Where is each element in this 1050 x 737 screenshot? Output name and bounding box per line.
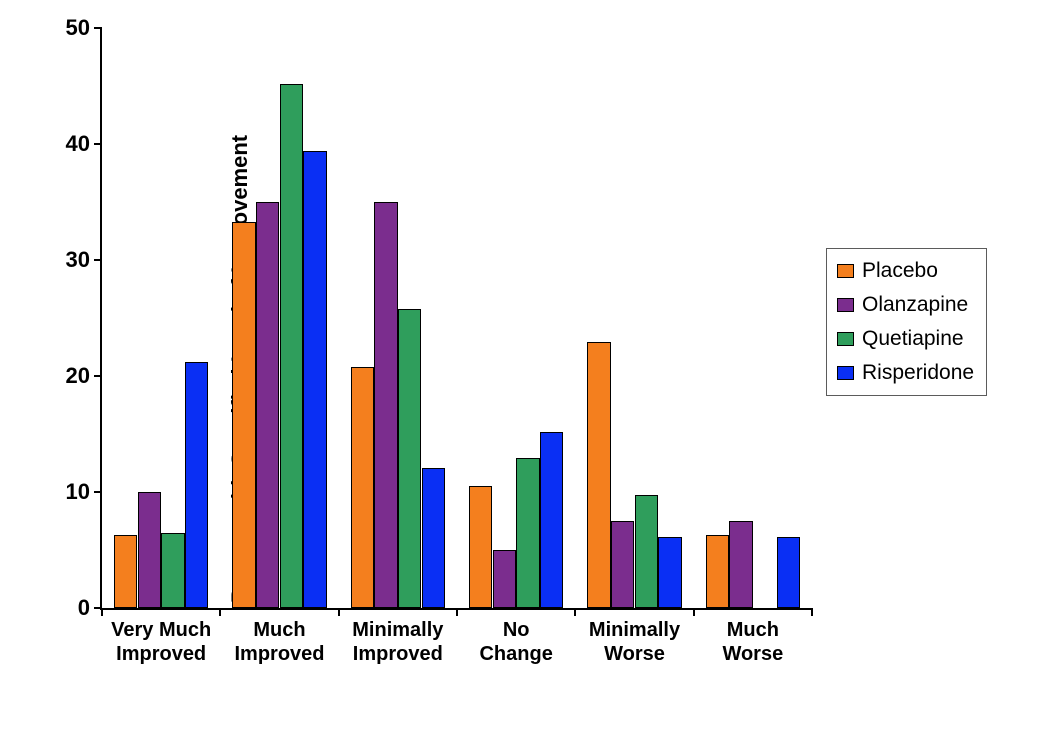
y-tick xyxy=(94,259,102,261)
y-tick-label: 50 xyxy=(66,15,90,41)
x-tick xyxy=(811,608,813,616)
bar xyxy=(161,533,185,608)
bar xyxy=(114,535,138,608)
bar xyxy=(303,151,327,608)
bar xyxy=(469,486,493,608)
y-tick xyxy=(94,27,102,29)
legend-label: Olanzapine xyxy=(854,293,968,317)
legend: Placebo Olanzapine Quetiapine Risperidone xyxy=(826,248,987,396)
y-tick-label: 0 xyxy=(78,595,90,621)
legend-swatch xyxy=(837,332,854,346)
bar xyxy=(706,535,730,608)
x-tick xyxy=(338,608,340,616)
legend-swatch xyxy=(837,298,854,312)
x-category-label: Minimally Improved xyxy=(352,618,443,666)
legend-label: Risperidone xyxy=(854,361,974,385)
bar xyxy=(422,468,446,608)
bar xyxy=(516,458,540,608)
y-tick xyxy=(94,491,102,493)
bar xyxy=(658,537,682,608)
y-tick xyxy=(94,375,102,377)
bar xyxy=(729,521,753,608)
x-tick xyxy=(693,608,695,616)
bar xyxy=(777,537,801,608)
bar xyxy=(611,521,635,608)
legend-label: Quetiapine xyxy=(854,327,964,351)
bar xyxy=(374,202,398,608)
y-tick-label: 40 xyxy=(66,131,90,157)
x-category-label: Minimally Worse xyxy=(589,618,680,666)
legend-swatch xyxy=(837,366,854,380)
bar xyxy=(280,84,304,608)
x-category-label: Much Worse xyxy=(722,618,783,666)
legend-row: Placebo xyxy=(837,259,974,283)
bar xyxy=(493,550,517,608)
x-tick xyxy=(574,608,576,616)
legend-row: Quetiapine xyxy=(837,327,974,351)
x-category-label: No Change xyxy=(479,618,552,666)
legend-row: Risperidone xyxy=(837,361,974,385)
legend-swatch xyxy=(837,264,854,278)
y-tick-label: 30 xyxy=(66,247,90,273)
legend-row: Olanzapine xyxy=(837,293,974,317)
x-tick xyxy=(219,608,221,616)
y-tick-label: 20 xyxy=(66,363,90,389)
x-tick xyxy=(101,608,103,616)
x-category-label: Very Much Improved xyxy=(111,618,211,666)
bar xyxy=(635,495,659,608)
bar xyxy=(351,367,375,608)
chart-stage: Percent with Specified Level of Improvem… xyxy=(0,0,1050,737)
y-tick-label: 10 xyxy=(66,479,90,505)
bar xyxy=(587,342,611,608)
y-tick xyxy=(94,143,102,145)
legend-label: Placebo xyxy=(854,259,938,283)
bar xyxy=(185,362,209,608)
bar xyxy=(256,202,280,608)
bar xyxy=(540,432,564,608)
bar xyxy=(138,492,162,608)
plot-area: 01020304050Very Much ImprovedMuch Improv… xyxy=(100,28,812,610)
bar xyxy=(398,309,422,608)
x-category-label: Much Improved xyxy=(234,618,324,666)
bar xyxy=(232,222,256,608)
x-tick xyxy=(456,608,458,616)
